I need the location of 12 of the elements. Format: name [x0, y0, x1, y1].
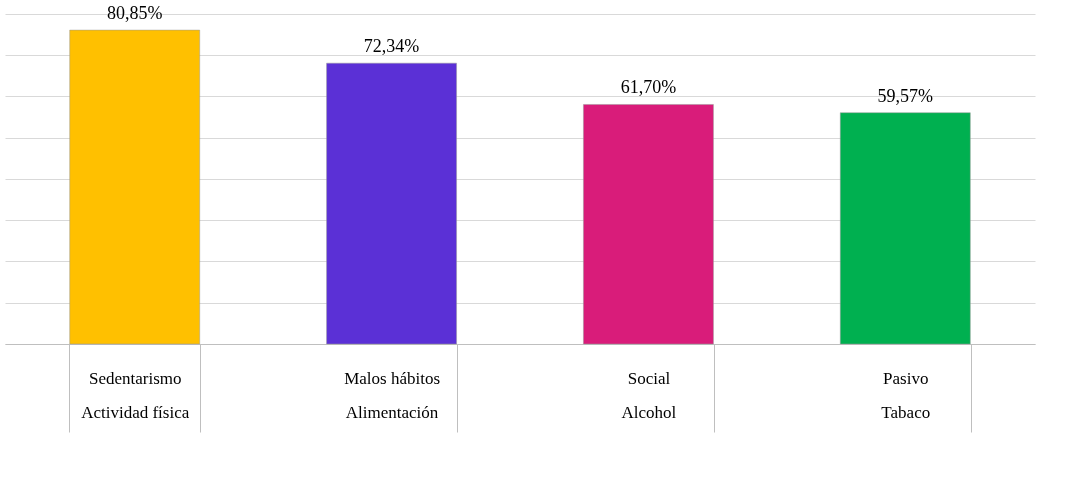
x-tick-label: Sedentarismo Actividad física	[81, 368, 190, 422]
x-tick-label: Pasivo Tabaco	[881, 368, 931, 422]
bar	[326, 62, 457, 345]
bar	[69, 29, 200, 345]
x-tick-label: Malos hábitos Alimentación	[344, 368, 440, 422]
bar	[583, 104, 714, 345]
x-tick-label: Social Alcohol	[621, 368, 677, 422]
data-label: 59,57%	[877, 85, 934, 106]
bar	[840, 112, 971, 345]
data-label: 61,70%	[620, 77, 677, 98]
data-label: 80,85%	[106, 3, 163, 24]
data-label: 72,34%	[363, 36, 420, 57]
